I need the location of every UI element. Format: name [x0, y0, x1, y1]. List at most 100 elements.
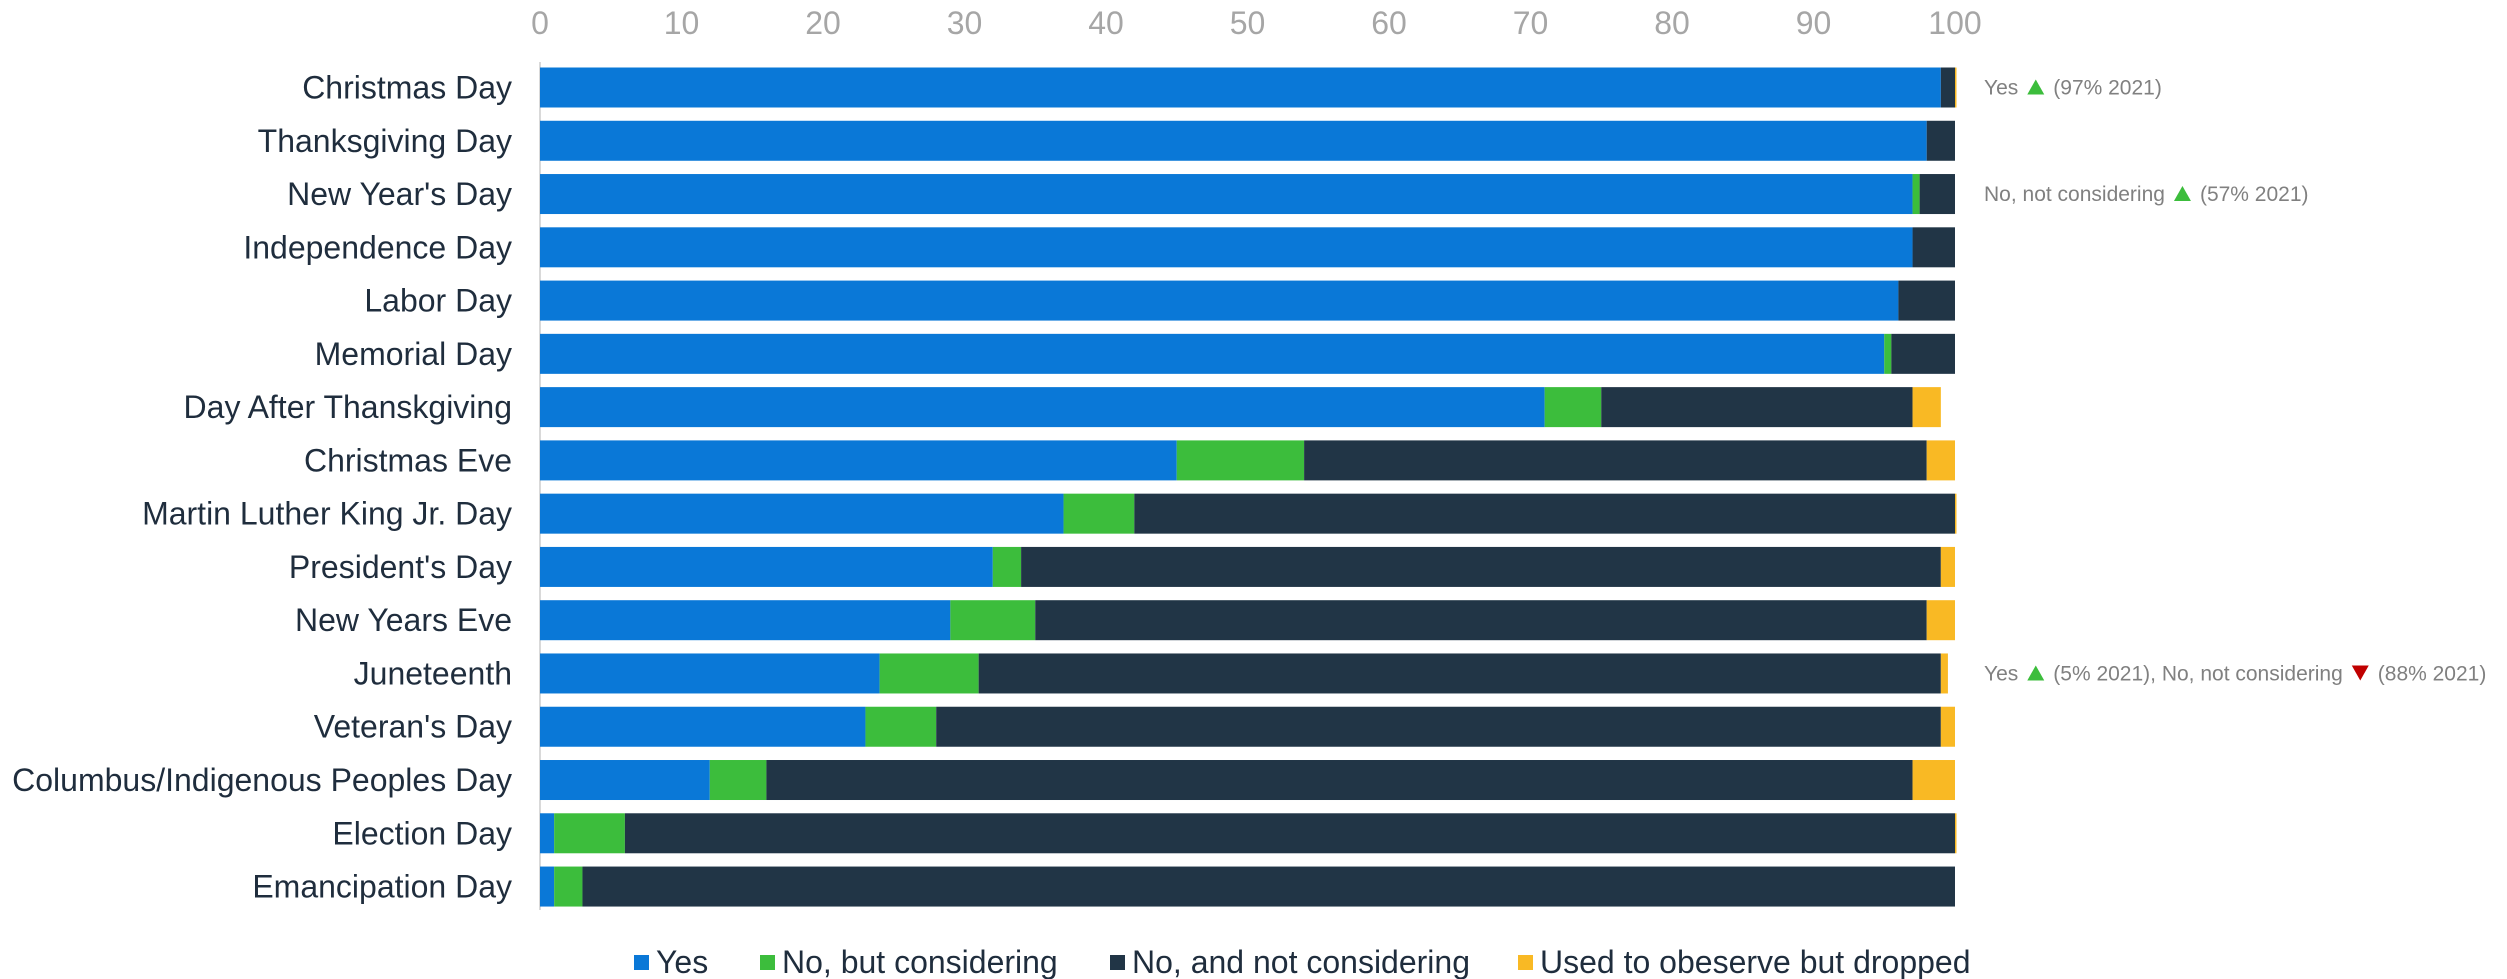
bar-segment-2 [1177, 440, 1304, 480]
bar-segment-3 [1941, 68, 1955, 108]
bar-segment-1 [540, 813, 554, 853]
legend-swatch [1110, 955, 1125, 970]
bar-segment-1 [540, 174, 1913, 214]
bar-segment-4 [1913, 387, 1941, 427]
category-label: Memorial Day [315, 336, 512, 372]
legend-swatch [1518, 955, 1533, 970]
bar-segment-3 [1035, 600, 1926, 640]
legend-label: No, and not considering [1132, 944, 1470, 979]
category-label: Juneteenth [354, 655, 512, 691]
x-tick-label: 10 [664, 5, 700, 41]
bar-segment-2 [554, 813, 625, 853]
category-label: New Year's Day [287, 176, 512, 212]
bar-segment-3 [1891, 334, 1955, 374]
category-labels: Christmas Day Thanksgiving Day New Year's … [12, 70, 512, 905]
triangle-down-icon [2352, 665, 2369, 680]
bar-segment-2 [1884, 334, 1891, 374]
bar-segment-4 [1941, 707, 1955, 747]
bar-segment-1 [540, 760, 710, 800]
bar-segment-1 [540, 440, 1177, 480]
legend-swatch [634, 955, 649, 970]
bar-segment-3 [625, 813, 1955, 853]
category-label: President's Day [289, 549, 512, 585]
bar-segment-4 [1941, 547, 1955, 587]
annotation-text: No, not considering [1984, 183, 2165, 206]
legend-label: Used to obeserve but dropped [1540, 944, 1971, 979]
category-label: Christmas Day [302, 70, 512, 106]
bar-segment-4 [1955, 494, 1957, 534]
category-label: Labor Day [364, 283, 512, 319]
bar-segment-3 [1304, 440, 1927, 480]
bar-segment-1 [540, 121, 1927, 161]
bar-segment-2 [865, 707, 936, 747]
bar-segment-1 [540, 707, 865, 747]
bar-segment-4 [1927, 440, 1955, 480]
bar-segment-3 [1920, 174, 1955, 214]
annotation-text: Yes [1984, 77, 2018, 100]
x-tick-label: 30 [947, 5, 983, 41]
annotation-text: Yes [1984, 662, 2018, 685]
annotations: Yes (97% 2021) No, not considering (57% 202… [1984, 77, 2486, 686]
bar-segment-4 [1927, 600, 1955, 640]
bar-segment-1 [540, 867, 554, 907]
bar-segment-2 [710, 760, 767, 800]
legend-swatch [760, 955, 775, 970]
bar-segment-2 [554, 867, 582, 907]
bar-segment-1 [540, 600, 950, 640]
category-label: Martin Luther King Jr. Day [142, 496, 512, 532]
bar-segment-3 [1927, 121, 1955, 161]
bar-segment-2 [1064, 494, 1135, 534]
bar-segment-3 [766, 760, 1912, 800]
category-label: Columbus/Indigenous Peoples Day [12, 762, 512, 798]
x-axis: 0 10 20 30 40 50 60 70 80 90 100 [531, 5, 1982, 41]
bar-segment-4 [1955, 68, 1957, 108]
bar-segment-1 [540, 68, 1941, 108]
triangle-up-icon [2027, 80, 2044, 95]
bar-segment-1 [540, 281, 1898, 321]
x-tick-label: 70 [1513, 5, 1549, 41]
bar-segment-3 [936, 707, 1941, 747]
category-label: New Years Eve [295, 602, 512, 638]
category-label: Christmas Eve [304, 442, 512, 478]
bar-segment-1 [540, 334, 1884, 374]
bar-segment-3 [1134, 494, 1955, 534]
bar-segment-3 [1898, 281, 1955, 321]
annotation-text: (97% 2021) [2053, 77, 2162, 100]
bar-segment-1 [540, 494, 1064, 534]
legend-label: No, but considering [782, 944, 1058, 979]
bar-segment-1 [540, 387, 1545, 427]
bar-segment-3 [1601, 387, 1912, 427]
x-tick-label: 20 [805, 5, 841, 41]
legend: Yes No, but considering No, and not consid… [634, 944, 1971, 979]
bar-segment-3 [1913, 227, 1955, 267]
bar-segment-1 [540, 227, 1913, 267]
bar-segment-3 [1021, 547, 1941, 587]
category-label: Emancipation Day [252, 869, 512, 905]
bars [540, 68, 1957, 907]
triangle-up-icon [2027, 665, 2044, 680]
bar-segment-2 [1545, 387, 1602, 427]
category-label: Thanksgiving Day [258, 123, 512, 159]
x-tick-label: 100 [1928, 5, 1981, 41]
x-tick-label: 50 [1230, 5, 1266, 41]
legend-label: Yes [656, 944, 708, 979]
x-tick-label: 60 [1371, 5, 1407, 41]
bar-segment-2 [1913, 174, 1920, 214]
bar-segment-2 [950, 600, 1035, 640]
x-tick-label: 80 [1654, 5, 1690, 41]
bar-segment-4 [1941, 653, 1948, 693]
bar-segment-4 [1955, 813, 1957, 853]
annotation-text: (88% 2021) [2378, 662, 2487, 685]
x-tick-label: 0 [531, 5, 549, 41]
bar-segment-2 [993, 547, 1021, 587]
bar-segment-1 [540, 653, 880, 693]
annotation-text: (57% 2021) [2200, 183, 2309, 206]
category-label: Veteran's Day [314, 709, 512, 745]
bar-segment-2 [880, 653, 979, 693]
category-label: Election Day [332, 815, 512, 851]
x-tick-label: 90 [1796, 5, 1832, 41]
bar-segment-1 [540, 547, 993, 587]
bar-segment-3 [979, 653, 1941, 693]
x-tick-label: 40 [1088, 5, 1124, 41]
